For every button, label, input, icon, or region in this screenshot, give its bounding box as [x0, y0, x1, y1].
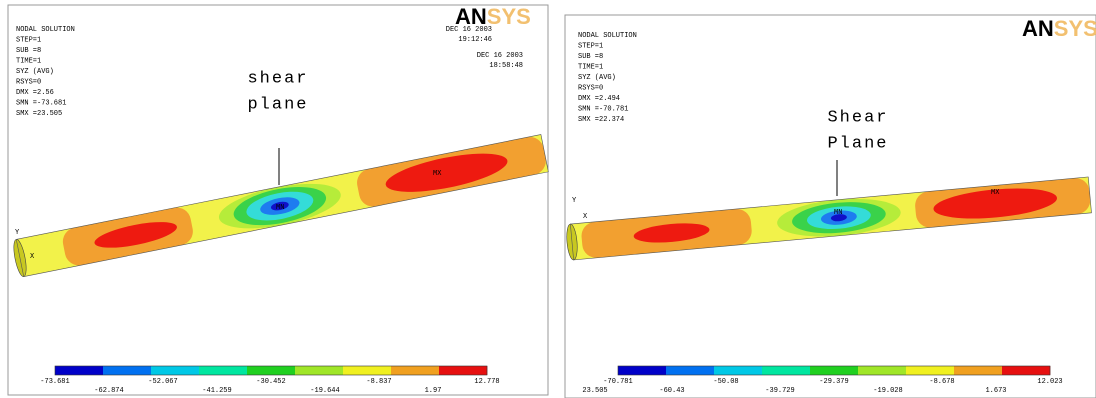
info-line: DMX =2.56 — [16, 89, 54, 97]
info-line: RSYS=0 — [578, 84, 603, 92]
min-marker: MN — [834, 209, 842, 217]
info-line: SMN =-70.781 — [578, 105, 628, 113]
min-marker: MN — [276, 204, 284, 212]
logo-sys: SYS — [1054, 16, 1096, 41]
info-line: SUB =8 — [578, 53, 603, 61]
legend-label: -70.781 — [603, 378, 632, 386]
annotation: shear — [247, 69, 308, 88]
legend-label: -8.837 — [366, 378, 391, 386]
legend-label: -73.681 — [40, 378, 69, 386]
legend-frame — [617, 365, 1051, 376]
info-line: NODAL SOLUTION — [16, 26, 75, 34]
info-line: SYZ (AVG) — [578, 74, 616, 82]
legend-swatch — [247, 366, 296, 375]
annotation: Plane — [827, 134, 888, 153]
legend-label: -60.43 — [659, 387, 684, 395]
legend-swatch — [954, 366, 1003, 375]
time: 18:58:48 — [489, 62, 523, 70]
info-line: DMX =2.494 — [578, 95, 620, 103]
info-line: NODAL SOLUTION — [578, 32, 637, 40]
legend-swatch — [343, 366, 392, 375]
legend-label: 1.97 — [425, 387, 442, 395]
legend-swatch — [151, 366, 200, 375]
legend-label: 23.505 — [582, 387, 607, 395]
legend-swatch — [714, 366, 763, 375]
time: 19:12:46 — [458, 36, 492, 44]
legend-label: -19.028 — [873, 387, 902, 395]
legend-swatch — [103, 366, 152, 375]
legend-swatch — [295, 366, 344, 375]
legend-swatch — [199, 366, 248, 375]
logo-sys: SYS — [487, 4, 531, 29]
logo: ANSYS — [455, 4, 531, 29]
logo: ANSYS — [1022, 16, 1096, 41]
legend-label: 1.673 — [985, 387, 1006, 395]
legend-label: -62.874 — [94, 387, 123, 395]
legend-label: -50.08 — [713, 378, 738, 386]
legend-label: -41.259 — [202, 387, 231, 395]
legend-frame — [54, 365, 488, 376]
max-marker: MX — [991, 189, 1000, 197]
legend-label: 12.023 — [1037, 378, 1062, 386]
info-line: SMX =23.505 — [16, 110, 62, 118]
legend-label: -8.678 — [929, 378, 954, 386]
legend-label: -19.644 — [310, 387, 339, 395]
info-line: STEP=1 — [16, 36, 41, 44]
beam — [13, 134, 549, 277]
legend-label: 12.778 — [474, 378, 499, 386]
date: DEC 16 2003 — [446, 26, 492, 34]
info-line: RSYS=0 — [16, 78, 41, 86]
annotation: Shear — [827, 108, 888, 127]
legend-swatch — [55, 366, 104, 375]
legend-swatch — [666, 366, 715, 375]
legend-swatch — [810, 366, 859, 375]
legend-swatch — [439, 366, 488, 375]
legend-swatch — [618, 366, 667, 375]
info-line: TIME=1 — [578, 63, 603, 71]
logo-an: AN — [455, 4, 487, 29]
axis-y: Y — [15, 229, 20, 237]
info-line: SYZ (AVG) — [16, 68, 54, 76]
legend-swatch — [391, 366, 440, 375]
info-line: TIME=1 — [16, 57, 41, 65]
legend-label: -39.729 — [765, 387, 794, 395]
annotation: plane — [247, 95, 308, 114]
legend-label: -29.379 — [819, 378, 848, 386]
info-line: SMX =22.374 — [578, 116, 624, 124]
axis-x: X — [583, 213, 588, 221]
info-line: SUB =8 — [16, 47, 41, 55]
legend-label: -30.452 — [256, 378, 285, 386]
legend-label: -52.067 — [148, 378, 177, 386]
logo-an: AN — [1022, 16, 1054, 41]
info-line: STEP=1 — [578, 42, 603, 50]
max-marker: MX — [433, 170, 442, 178]
info-line: SMN =-73.681 — [16, 99, 66, 107]
axis-x: X — [30, 253, 35, 261]
legend-swatch — [858, 366, 907, 375]
legend-swatch — [906, 366, 955, 375]
axis-y: Y — [572, 197, 577, 205]
legend-swatch — [762, 366, 811, 375]
beam — [566, 176, 1092, 261]
legend-swatch — [1002, 366, 1051, 375]
date: DEC 16 2003 — [477, 52, 523, 60]
